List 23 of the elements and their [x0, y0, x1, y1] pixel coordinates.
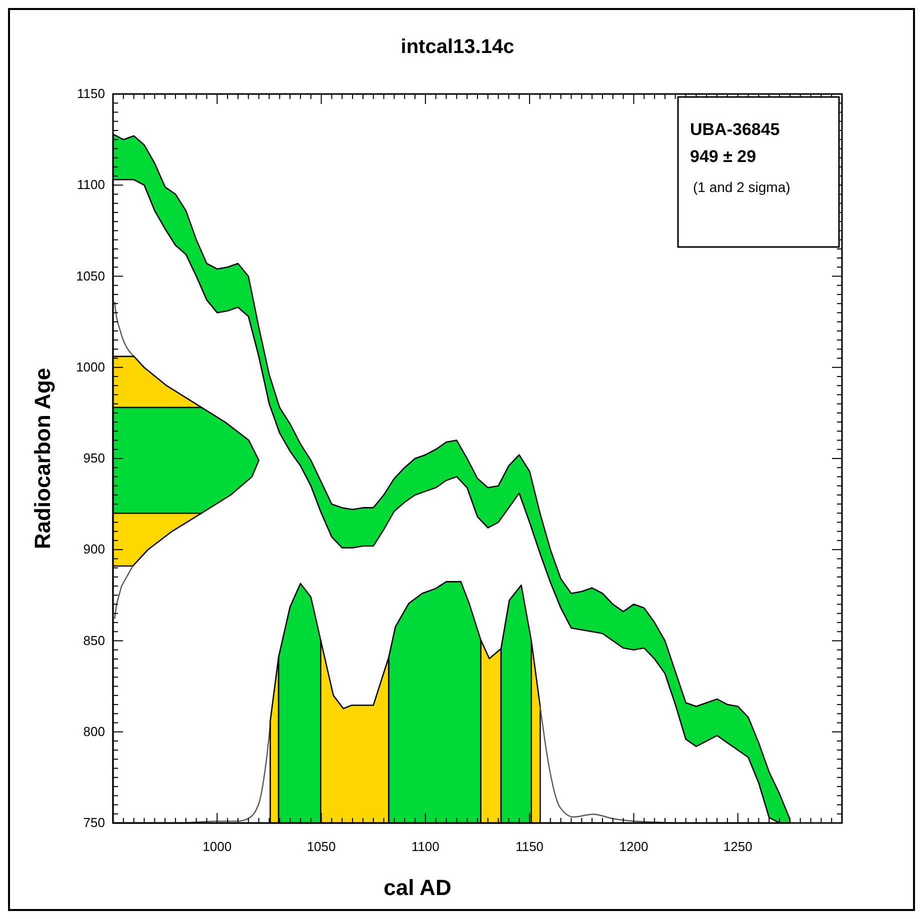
line-series	[114, 565, 134, 620]
x-tick-label: 1050	[306, 839, 336, 854]
x-tick-label: 1100	[411, 839, 440, 854]
x-tick-label: 1250	[723, 839, 752, 854]
y-tick-label: 750	[83, 815, 105, 830]
y-tick-label: 1100	[77, 177, 105, 192]
y-tick-label: 800	[83, 724, 105, 739]
y-tick-label: 900	[83, 542, 105, 557]
y-tick-label: 1150	[77, 86, 105, 101]
annotation: 949 ± 29	[690, 147, 756, 166]
x-tick-label: 1000	[202, 839, 232, 854]
chart-title: intcal13.14c	[400, 36, 514, 58]
x-tick-label: 1200	[619, 839, 648, 854]
annotation: (1 and 2 sigma)	[693, 179, 790, 195]
y-tick-label: 950	[83, 450, 105, 466]
x-tick-label: 1150	[516, 839, 544, 854]
y-tick-label: 1000	[76, 359, 105, 374]
annotation: UBA-36845	[690, 120, 780, 139]
y-tick-label: 850	[83, 632, 105, 648]
line-series	[114, 301, 135, 358]
x-axis-title: cal AD	[384, 875, 452, 900]
y-tick-label: 1050	[76, 268, 105, 284]
y-axis-title: Radiocarbon Age	[30, 368, 55, 550]
